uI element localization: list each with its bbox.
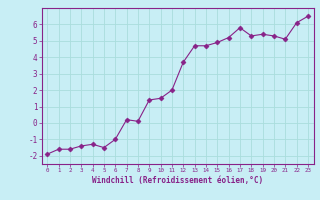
X-axis label: Windchill (Refroidissement éolien,°C): Windchill (Refroidissement éolien,°C): [92, 176, 263, 185]
